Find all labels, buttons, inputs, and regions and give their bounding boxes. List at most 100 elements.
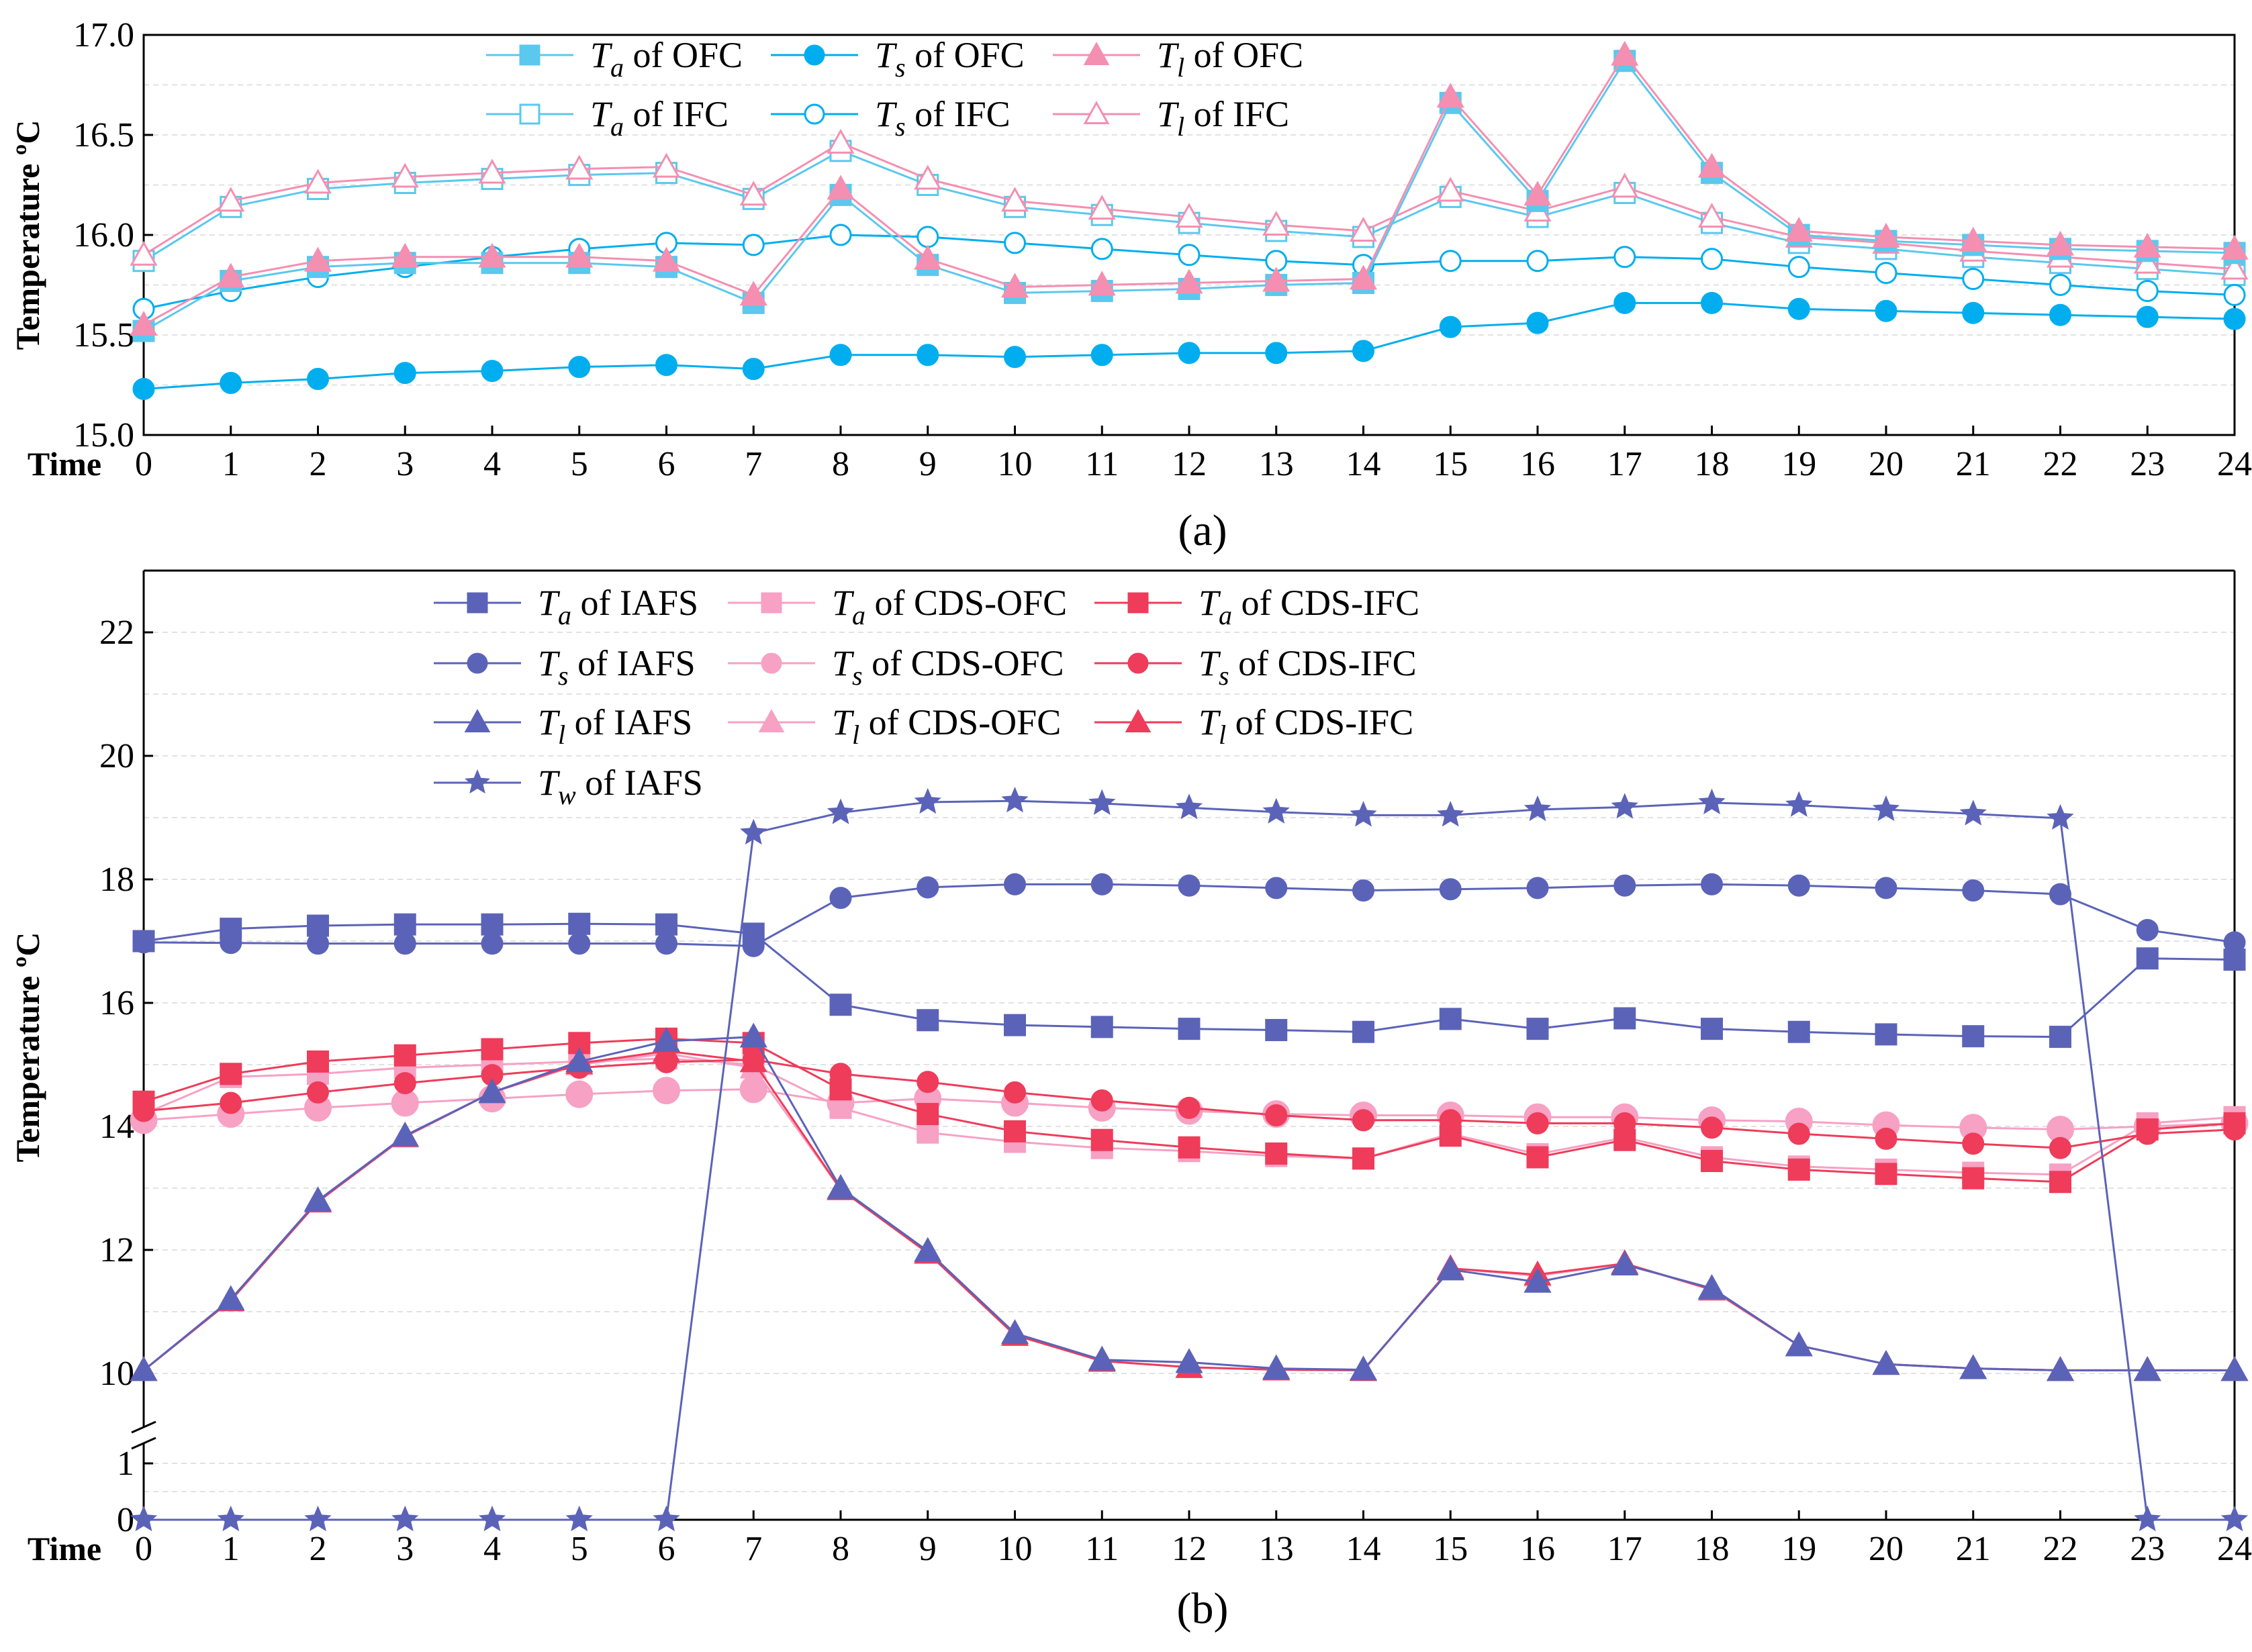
data-point — [1523, 795, 1552, 822]
data-point — [1785, 1331, 1813, 1357]
y-axis-title: Temperature ºC — [9, 120, 46, 350]
data-point — [2223, 283, 2246, 306]
legend-label: Tl of OFC — [1157, 35, 1303, 83]
legend-label: Ts of IAFS — [538, 643, 696, 691]
data-point — [393, 1072, 416, 1095]
data-point — [132, 931, 155, 954]
legend-symbol: T — [1199, 583, 1221, 623]
data-point — [1175, 269, 1203, 294]
data-point — [2049, 883, 2071, 906]
legend-suffix: of IFC — [624, 94, 729, 134]
data-point — [1350, 801, 1377, 827]
data-point — [2049, 1171, 2071, 1194]
x-tick-label: 8 — [832, 1530, 849, 1568]
panel-label-a: (a) — [1178, 506, 1227, 555]
data-point — [303, 1186, 332, 1212]
legend-suffix: of IAFS — [565, 702, 692, 742]
data-point — [655, 354, 677, 377]
data-point — [478, 158, 506, 184]
y-tick-label: 16.5 — [73, 116, 134, 154]
data-point — [1875, 262, 1897, 285]
legend-entry: Tl of CDS-OFC — [728, 702, 1061, 750]
legend-symbol: T — [1157, 94, 1180, 134]
data-point — [1526, 1146, 1549, 1169]
legend-suffix: of OFC — [906, 35, 1025, 75]
data-point — [917, 1009, 939, 1032]
data-point — [917, 344, 939, 367]
data-point — [2046, 1356, 2075, 1381]
x-tick-label: 13 — [1259, 445, 1294, 483]
data-point — [1004, 1014, 1026, 1036]
data-point — [1526, 1112, 1549, 1134]
x-tick-label: 5 — [571, 1530, 588, 1568]
data-point — [1436, 83, 1464, 108]
data-point — [307, 1081, 329, 1104]
data-point — [1787, 256, 1810, 279]
data-point — [739, 1022, 767, 1048]
legend-label: Ts of CDS-OFC — [832, 643, 1064, 691]
x-tick-label: 0 — [135, 1530, 152, 1568]
series-l-of-cds-ifc — [130, 1036, 2249, 1381]
data-point — [914, 787, 941, 814]
legend-entry: Tw of IAFS — [434, 763, 703, 810]
x-tick-label: 16 — [1520, 445, 1555, 483]
legend-suffix: of CDS-IFC — [1226, 702, 1413, 742]
y-tick-label: 15.0 — [73, 416, 134, 454]
axis-break-mark — [131, 1420, 156, 1434]
legend-symbol: T — [1199, 702, 1221, 742]
x-tick-label: 9 — [919, 445, 937, 483]
data-point — [1523, 1267, 1552, 1293]
legend-entry: Tl of IFC — [1053, 94, 1289, 142]
legend-entry: Ts of CDS-OFC — [728, 643, 1064, 691]
series-l-of-ofc — [130, 40, 2249, 336]
data-point — [1697, 152, 1726, 178]
data-point — [739, 1047, 767, 1073]
legend-label: Tw of IAFS — [538, 763, 703, 810]
legend-entry: Ta of OFC — [486, 35, 743, 83]
data-point — [1613, 1112, 1636, 1134]
x-tick-label: 5 — [571, 445, 588, 483]
data-point — [1611, 40, 1639, 66]
data-point — [1613, 246, 1636, 269]
x-tick-label: 18 — [1695, 1530, 1730, 1568]
data-point — [917, 1071, 939, 1094]
legend-symbol: T — [538, 583, 561, 623]
legend-label: Ta of OFC — [590, 35, 743, 83]
data-point — [1701, 1018, 1723, 1040]
data-point — [481, 932, 504, 955]
data-point — [565, 1080, 594, 1108]
legend-label: Ta of CDS-OFC — [832, 583, 1067, 630]
data-point — [1175, 203, 1203, 228]
x-tick-label: 2 — [310, 445, 327, 483]
legend-subscript: s — [558, 661, 569, 691]
legend-marker — [519, 103, 541, 125]
x-tick-label: 13 — [1259, 1530, 1294, 1568]
x-tick-label: 11 — [1085, 1530, 1119, 1568]
x-tick-label: 22 — [2043, 445, 2078, 483]
data-point — [1265, 342, 1288, 365]
data-point — [568, 912, 591, 935]
x-tick-label: 14 — [1346, 1530, 1381, 1568]
data-point — [220, 1063, 242, 1085]
x-tick-label: 17 — [1607, 445, 1642, 483]
data-point — [303, 246, 332, 272]
legend-symbol: T — [875, 35, 898, 75]
legend-symbol: T — [1157, 35, 1180, 75]
data-point — [827, 128, 855, 154]
series-s-of-ofc — [132, 291, 2246, 400]
data-point — [478, 1505, 506, 1532]
legend-entry: Tl of OFC — [1053, 35, 1303, 83]
y-tick-label: 16 — [99, 984, 134, 1022]
data-point — [1000, 1319, 1029, 1345]
data-point — [391, 242, 419, 268]
data-point — [1352, 1147, 1374, 1170]
data-point — [1439, 1008, 1462, 1030]
data-point — [2136, 279, 2159, 302]
legend-symbol: T — [875, 94, 898, 134]
legend-subscript: s — [852, 661, 863, 691]
data-point — [1962, 1025, 1985, 1048]
data-point — [2049, 303, 2071, 326]
legend-suffix: of CDS-IFC — [1232, 583, 1419, 623]
data-point — [1349, 264, 1378, 290]
